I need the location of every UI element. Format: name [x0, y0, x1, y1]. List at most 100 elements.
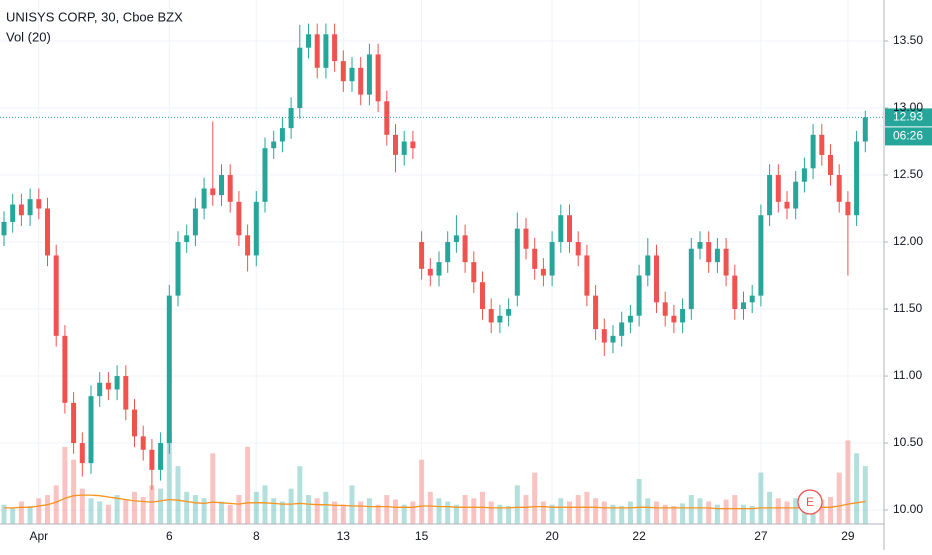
- volume-bar: [828, 497, 833, 524]
- candle-body: [445, 242, 451, 263]
- volume-bar: [575, 495, 581, 524]
- volume-bar: [514, 485, 520, 524]
- earnings-marker-label: E: [806, 495, 814, 509]
- candle-body: [862, 117, 868, 142]
- candle-body: [10, 204, 16, 222]
- candle-body: [410, 141, 416, 149]
- candle-body: [793, 181, 799, 209]
- volume-bar: [610, 504, 616, 524]
- candle-body: [601, 329, 607, 343]
- volume-bar: [297, 466, 303, 524]
- candle-body: [654, 255, 659, 303]
- candle-body: [714, 248, 720, 263]
- volume-bar: [862, 466, 868, 524]
- candle-body: [358, 67, 364, 95]
- candle-body: [201, 188, 207, 209]
- volume-bar: [540, 501, 546, 524]
- candle-body: [123, 376, 129, 410]
- candle-layer: [1, 23, 868, 490]
- candle-body: [854, 141, 860, 216]
- x-tick-label: 29: [841, 529, 855, 543]
- volume-bar: [97, 501, 103, 524]
- volume-bar: [245, 446, 251, 524]
- x-tick-label: 13: [337, 529, 351, 543]
- countdown-box: [885, 127, 932, 146]
- candle-body: [62, 335, 68, 403]
- x-tick-label: 6: [166, 529, 173, 543]
- candle-body: [697, 242, 703, 249]
- volume-bar: [714, 504, 720, 524]
- candle-body: [549, 242, 555, 276]
- candle-body: [462, 235, 468, 263]
- volume-bar: [627, 501, 633, 524]
- volume-bar: [123, 499, 129, 524]
- volume-bar: [306, 495, 311, 524]
- volume-bar: [436, 498, 442, 524]
- candle-body: [514, 228, 520, 296]
- candle-body: [288, 108, 294, 129]
- candle-body: [436, 262, 442, 276]
- candle-body: [97, 382, 103, 397]
- candle-body: [340, 61, 346, 82]
- candle-body: [236, 201, 242, 236]
- candle-body: [706, 242, 712, 263]
- volume-bar: [132, 491, 137, 524]
- volume-bar: [314, 498, 320, 524]
- y-tick-label: 11.50: [893, 301, 922, 315]
- volume-bar: [166, 434, 172, 524]
- candle-body: [593, 295, 599, 330]
- volume-bar: [741, 504, 746, 524]
- volume-bar: [175, 466, 181, 524]
- candle-body: [88, 396, 94, 464]
- candle-body: [819, 134, 825, 155]
- candle-body: [540, 268, 546, 276]
- candle-body: [71, 402, 77, 444]
- candle-body: [828, 154, 833, 176]
- volume-bar: [53, 485, 59, 524]
- volume-bar: [654, 501, 659, 524]
- x-tick-label: 8: [253, 529, 260, 543]
- volume-bar: [706, 501, 712, 524]
- volume-bar: [393, 499, 398, 524]
- volume-bar: [1, 504, 7, 524]
- candle-body: [532, 248, 538, 269]
- volume-bar: [601, 501, 607, 524]
- candle-body: [741, 302, 746, 310]
- volume-bar: [497, 504, 503, 524]
- candle-body: [488, 309, 494, 323]
- candle-body: [45, 208, 50, 256]
- earnings-marker[interactable]: [797, 489, 823, 515]
- candle-body: [114, 376, 120, 390]
- x-tick-label: 27: [754, 529, 768, 543]
- volume-bar: [427, 491, 433, 524]
- volume-bar: [410, 501, 416, 524]
- candle-body: [610, 335, 616, 343]
- candle-body: [758, 215, 764, 296]
- volume-bar: [288, 488, 294, 524]
- volume-layer: [1, 434, 868, 524]
- grid: [0, 0, 884, 524]
- candle-body: [523, 228, 529, 249]
- volume-bar: [140, 497, 146, 524]
- volume-bar: [192, 495, 198, 524]
- y-tick-label: 10.50: [893, 435, 923, 449]
- volume-bar: [262, 485, 268, 524]
- candle-body: [680, 309, 686, 323]
- volume-bar: [836, 472, 842, 524]
- candle-body: [584, 255, 590, 296]
- candle-body: [132, 409, 137, 437]
- candle-body: [558, 215, 564, 243]
- candle-body: [567, 215, 572, 243]
- volume-bar: [523, 495, 529, 524]
- y-tick-label: 13.00: [893, 100, 923, 114]
- candle-body: [775, 175, 781, 202]
- candle-body: [506, 309, 512, 316]
- candle-body: [480, 282, 485, 310]
- candle-body: [767, 175, 773, 216]
- y-tick-label: 13.50: [893, 33, 923, 47]
- y-tick-label: 12.50: [893, 167, 923, 181]
- volume-bar: [793, 498, 799, 524]
- x-tick-label: 20: [545, 529, 559, 543]
- volume-bar: [784, 501, 790, 524]
